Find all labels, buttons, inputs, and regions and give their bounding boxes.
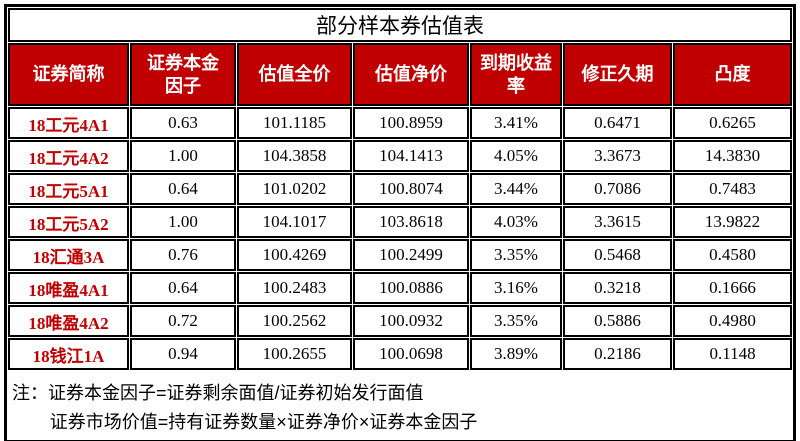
duration: 0.7086 (563, 173, 672, 205)
bond-name: 18唯盈4A1 (8, 272, 129, 304)
col-header-bond-name: 证券简称 (8, 43, 129, 106)
convexity: 13.9822 (673, 206, 793, 238)
convexity: 0.6265 (673, 107, 793, 139)
net-price: 104.1413 (353, 140, 469, 172)
col-header-duration: 修正久期 (563, 43, 672, 106)
ytm: 3.35% (470, 305, 562, 337)
bond-name: 18工元5A1 (8, 173, 129, 205)
net-price: 100.8959 (353, 107, 469, 139)
table-row: 18工元4A2 1.00 104.3858 104.1413 4.05% 3.3… (8, 140, 793, 172)
bond-name: 18工元4A1 (8, 107, 129, 139)
col-header-convexity: 凸度 (673, 43, 793, 106)
net-price: 100.0698 (353, 338, 469, 370)
table-row: 18工元5A1 0.64 101.0202 100.8074 3.44% 0.7… (8, 173, 793, 205)
duration: 0.5468 (563, 239, 672, 271)
net-price: 100.0886 (353, 272, 469, 304)
full-price: 104.1017 (237, 206, 352, 238)
principal-factor: 1.00 (130, 206, 236, 238)
duration: 0.6471 (563, 107, 672, 139)
duration: 3.3673 (563, 140, 672, 172)
principal-factor: 0.94 (130, 338, 236, 370)
table-title: 部分样本券估值表 (8, 8, 793, 42)
convexity: 0.1148 (673, 338, 793, 370)
principal-factor: 0.76 (130, 239, 236, 271)
table-row: 18唯盈4A1 0.64 100.2483 100.0886 3.16% 0.3… (8, 272, 793, 304)
ytm: 4.05% (470, 140, 562, 172)
bond-name: 18工元5A2 (8, 206, 129, 238)
ytm: 4.03% (470, 206, 562, 238)
note-line-1: 注：证券本金因子=证券剩余面值/证券初始发行面值 (12, 383, 424, 403)
duration: 0.2186 (563, 338, 672, 370)
note-line-2: 证券市场价值=持有证券数量×证券净价×证券本金因子 (49, 411, 478, 432)
col-header-principal-factor: 证券本金 因子 (130, 43, 236, 106)
ytm: 3.41% (470, 107, 562, 139)
table-row: 18唯盈4A2 0.72 100.2562 100.0932 3.35% 0.5… (8, 305, 793, 337)
ytm: 3.44% (470, 173, 562, 205)
convexity: 0.1666 (673, 272, 793, 304)
table-row: 18工元4A1 0.63 101.1185 100.8959 3.41% 0.6… (8, 107, 793, 139)
notes-row: 注：证券本金因子=证券剩余面值/证券初始发行面值 证券市场价值=持有证券数量×证… (8, 371, 793, 439)
table-row: 18汇通3A 0.76 100.4269 100.2499 3.35% 0.54… (8, 239, 793, 271)
convexity: 0.7483 (673, 173, 793, 205)
header-row: 证券简称 证券本金 因子 估值全价 估值净价 到期收益 率 修正久期 凸度 (8, 43, 793, 106)
duration: 0.3218 (563, 272, 672, 304)
full-price: 100.2483 (237, 272, 352, 304)
col-header-ytm: 到期收益 率 (470, 43, 562, 106)
net-price: 100.2499 (353, 239, 469, 271)
net-price: 100.0932 (353, 305, 469, 337)
notes: 注：证券本金因子=证券剩余面值/证券初始发行面值 证券市场价值=持有证券数量×证… (8, 371, 793, 439)
bond-name: 18唯盈4A2 (8, 305, 129, 337)
table-row: 18工元5A2 1.00 104.1017 103.8618 4.03% 3.3… (8, 206, 793, 238)
principal-factor: 0.72 (130, 305, 236, 337)
convexity: 0.4580 (673, 239, 793, 271)
full-price: 100.2562 (237, 305, 352, 337)
principal-factor: 1.00 (130, 140, 236, 172)
convexity: 0.4980 (673, 305, 793, 337)
table-row: 18钱江1A 0.94 100.2655 100.0698 3.89% 0.21… (8, 338, 793, 370)
full-price: 101.1185 (237, 107, 352, 139)
duration: 0.5886 (563, 305, 672, 337)
bond-name: 18汇通3A (8, 239, 129, 271)
ytm: 3.35% (470, 239, 562, 271)
principal-factor: 0.64 (130, 173, 236, 205)
principal-factor: 0.63 (130, 107, 236, 139)
duration: 3.3615 (563, 206, 672, 238)
full-price: 101.0202 (237, 173, 352, 205)
bond-name: 18工元4A2 (8, 140, 129, 172)
ytm: 3.89% (470, 338, 562, 370)
col-header-net-price: 估值净价 (353, 43, 469, 106)
full-price: 100.2655 (237, 338, 352, 370)
title-row: 部分样本券估值表 (8, 8, 793, 42)
ytm: 3.16% (470, 272, 562, 304)
full-price: 104.3858 (237, 140, 352, 172)
net-price: 103.8618 (353, 206, 469, 238)
full-price: 100.4269 (237, 239, 352, 271)
valuation-table: 部分样本券估值表 证券简称 证券本金 因子 估值全价 估值净价 到期收益 率 修… (4, 4, 797, 441)
convexity: 14.3830 (673, 140, 793, 172)
principal-factor: 0.64 (130, 272, 236, 304)
net-price: 100.8074 (353, 173, 469, 205)
bond-name: 18钱江1A (8, 338, 129, 370)
col-header-full-price: 估值全价 (237, 43, 352, 106)
